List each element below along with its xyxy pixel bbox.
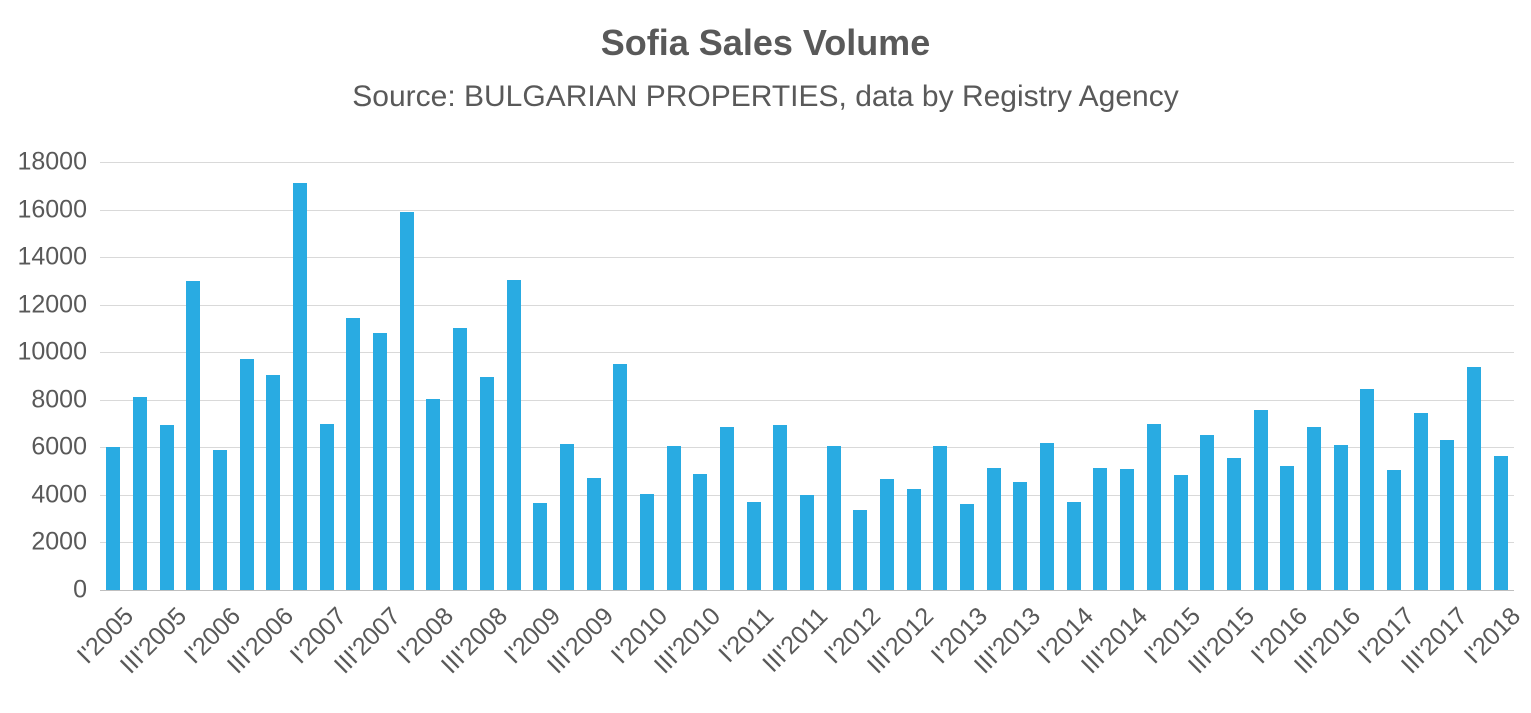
y-tick-label: 0 <box>73 575 87 604</box>
bar <box>1493 455 1508 590</box>
y-tick-label: 12000 <box>17 290 87 319</box>
chart-subtitle: Source: BULGARIAN PROPERTIES, data by Re… <box>352 80 1179 113</box>
y-tick-label: 16000 <box>17 195 87 224</box>
gridline <box>100 352 1514 354</box>
bar <box>559 443 574 590</box>
bar <box>239 359 254 590</box>
bar <box>1226 458 1241 590</box>
bar <box>346 317 361 590</box>
bar <box>613 364 628 590</box>
bar <box>1066 502 1081 590</box>
bar <box>533 503 548 590</box>
bar <box>1013 481 1028 590</box>
bar <box>186 280 201 590</box>
gridline <box>100 399 1514 401</box>
x-tick-label: I'2018 <box>1459 602 1527 670</box>
bar <box>639 493 654 590</box>
bar <box>213 449 228 590</box>
bar <box>906 488 921 590</box>
y-tick-label: 2000 <box>31 527 87 556</box>
bar <box>1440 440 1455 590</box>
y-tick-label: 10000 <box>17 337 87 366</box>
x-axis-line <box>100 590 1514 591</box>
bar <box>800 494 814 590</box>
bar <box>1253 410 1268 590</box>
bar <box>933 446 948 590</box>
bar <box>880 479 895 590</box>
bar <box>1120 468 1135 590</box>
bar <box>746 502 761 590</box>
bar <box>586 478 601 590</box>
y-tick-label: 14000 <box>17 242 87 271</box>
gridline <box>100 162 1514 163</box>
bar <box>853 510 868 590</box>
y-tick-label: 4000 <box>31 480 87 509</box>
bar <box>266 374 281 590</box>
bar <box>1386 469 1401 590</box>
gridline <box>100 257 1514 259</box>
bar <box>693 473 708 590</box>
y-tick-label: 8000 <box>31 385 87 414</box>
bar <box>666 446 681 590</box>
bar <box>293 183 308 590</box>
y-tick-label: 18000 <box>17 147 87 176</box>
bar <box>133 397 148 590</box>
bar <box>1200 435 1215 590</box>
bar <box>479 377 494 590</box>
bar <box>399 211 414 590</box>
bar <box>719 427 734 590</box>
bar <box>1306 427 1321 590</box>
bar <box>1360 389 1375 590</box>
bar <box>1093 467 1108 590</box>
bar <box>506 279 521 590</box>
gridline <box>100 447 1514 449</box>
chart-title: Sofia Sales Volume <box>600 22 931 63</box>
bar <box>773 424 788 590</box>
y-tick-label: 6000 <box>31 432 87 461</box>
bar <box>1466 366 1481 590</box>
bar <box>1333 444 1348 590</box>
bar <box>1280 466 1295 590</box>
bar <box>319 423 334 590</box>
bar <box>1146 423 1161 590</box>
gridline <box>100 209 1514 211</box>
plot-area: 0 2000 4000 6000 8000 10000 12000 14000 16000 180… <box>17 148 1526 680</box>
bar <box>373 333 388 590</box>
bar <box>1173 474 1188 590</box>
gridline <box>100 304 1514 306</box>
bar <box>426 398 441 590</box>
bar <box>1040 442 1055 590</box>
bar <box>453 328 468 590</box>
bar <box>960 504 975 590</box>
bar <box>1413 412 1428 590</box>
bar <box>159 424 174 590</box>
bar <box>826 446 841 590</box>
bar <box>986 467 1001 590</box>
bar <box>106 447 121 590</box>
